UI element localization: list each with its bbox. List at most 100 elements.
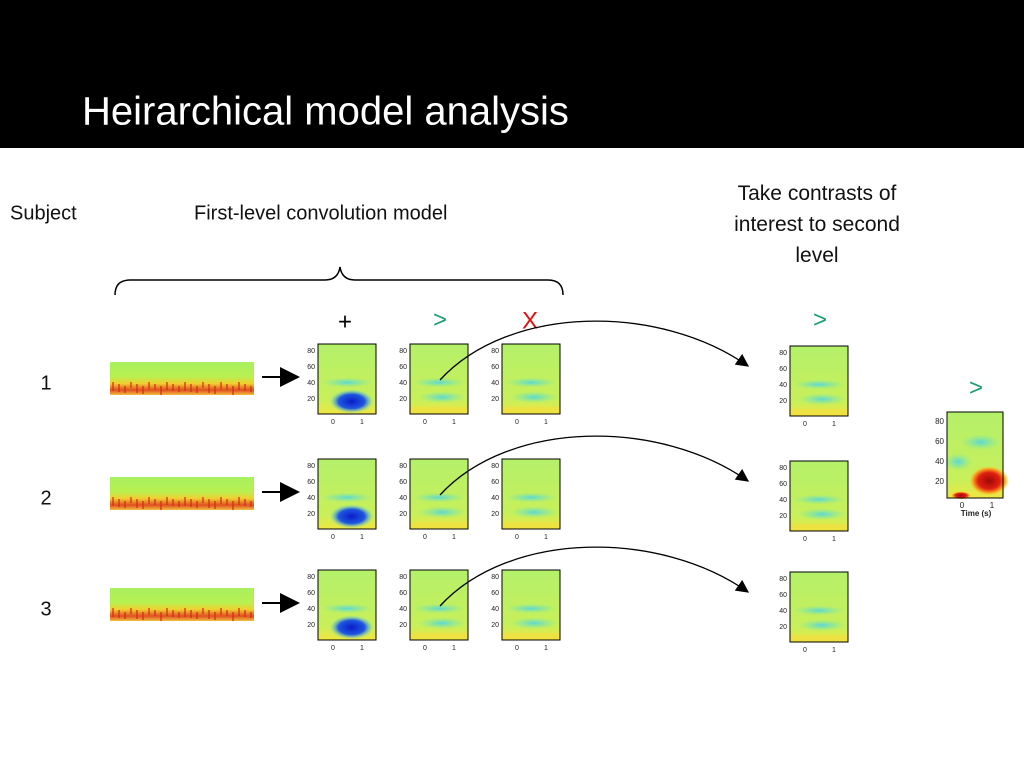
spectrogram-stripe (172, 499, 174, 506)
spectrogram-stripe (184, 382, 186, 391)
spectrogram-stripe (124, 501, 126, 508)
y-tick-label: 40 (399, 606, 407, 613)
y-tick-label: 40 (307, 380, 315, 387)
y-tick-label: 40 (307, 495, 315, 502)
spectrogram-stripe (142, 612, 144, 620)
y-tick-label: 60 (491, 590, 499, 597)
group-symbol: > (969, 374, 983, 401)
spectrogram (110, 588, 254, 621)
y-tick-label: 60 (399, 590, 407, 597)
y-tick-label: 20 (779, 398, 787, 405)
header-bar (0, 0, 1024, 148)
y-tick-label: 80 (307, 574, 315, 581)
y-tick-label: 20 (307, 622, 315, 629)
y-tick-label: 80 (491, 348, 499, 355)
y-tick-label: 20 (935, 477, 944, 486)
y-tick-label: 60 (779, 592, 787, 599)
heatmap-band (790, 409, 848, 416)
spectrogram-stripe (130, 382, 132, 388)
spectrogram-stripe (202, 382, 204, 388)
spectrogram-stripe (232, 386, 234, 395)
spectrogram-stripe (250, 612, 252, 618)
x-tick-label: 0 (803, 536, 807, 543)
x-tick-label: 1 (544, 645, 548, 652)
heatmap-band (509, 617, 559, 630)
y-tick-label: 60 (399, 479, 407, 486)
contrast-arrow (439, 320, 750, 381)
heatmap-band (792, 379, 846, 390)
y-tick-label: 20 (779, 624, 787, 631)
heatmap-band (504, 603, 558, 614)
x-tick-label: 0 (803, 421, 807, 428)
x-tick-label: 1 (360, 534, 364, 541)
row-label: 1 (40, 372, 51, 394)
greater-symbol: > (433, 306, 447, 333)
row-label: 2 (40, 487, 51, 509)
spectrogram-stripe (208, 610, 210, 619)
spectrogram-stripe (214, 386, 216, 394)
heatmap-frame (789, 460, 849, 532)
spectrogram-stripe (208, 499, 210, 508)
y-tick-label: 40 (307, 606, 315, 613)
spectrogram-stripe (226, 610, 228, 616)
spectrogram-stripe (142, 501, 144, 509)
spectrogram-stripe (220, 382, 222, 389)
spectrogram-stripe (196, 612, 198, 619)
heatmap-band (417, 391, 467, 404)
heatmap-band (320, 492, 374, 503)
x-tick-label: 0 (803, 647, 807, 654)
spectrogram-stripe (148, 497, 150, 504)
heatmap-band (410, 633, 468, 640)
heatmap-blob (969, 465, 1009, 496)
heatmap-band (320, 377, 374, 388)
spectrogram-stripe (118, 384, 120, 392)
y-tick-label: 20 (491, 511, 499, 518)
heatmap-band (410, 407, 468, 414)
y-tick-label: 20 (399, 622, 407, 629)
spectrogram-stripe (226, 499, 228, 505)
spectrogram-stripe (160, 612, 162, 621)
spectrogram-stripe (160, 501, 162, 510)
heatmap-frame (789, 571, 849, 643)
heatmap-blob (951, 491, 971, 500)
spectrogram-stripe (154, 499, 156, 505)
heatmap-blob (329, 504, 374, 529)
y-tick-label: 40 (779, 382, 787, 389)
x-tick-label: 1 (832, 421, 836, 428)
heatmap-band (412, 603, 466, 614)
y-tick-label: 40 (399, 380, 407, 387)
heatmap-band (417, 617, 467, 630)
heatmap-band (412, 492, 466, 503)
x-tick-label: 0 (515, 419, 519, 426)
x-tick-label: 0 (331, 534, 335, 541)
heatmap-frame (409, 569, 469, 641)
y-tick-label: 60 (307, 364, 315, 371)
subject-label: Subject (10, 202, 77, 224)
x-tick-label: 1 (452, 419, 456, 426)
y-tick-label: 40 (399, 495, 407, 502)
y-tick-label: 80 (491, 574, 499, 581)
spectrogram-stripe (166, 497, 168, 505)
x-tick-label: 0 (331, 645, 335, 652)
spectrogram-stripe (178, 612, 180, 618)
heatmap-band (417, 506, 467, 519)
heatmap-band (509, 391, 559, 404)
spectrogram-stripe (160, 386, 162, 395)
heatmap-band (502, 633, 560, 640)
y-tick-label: 40 (491, 495, 499, 502)
heatmap-frame (501, 569, 561, 641)
x-tick-label: 1 (832, 536, 836, 543)
spectrogram-stripe (214, 501, 216, 509)
heatmap-band (412, 377, 466, 388)
spectrogram-stripe (142, 386, 144, 394)
y-tick-label: 80 (779, 465, 787, 472)
spectrogram-stripe (124, 386, 126, 393)
heatmap-frame (317, 569, 377, 641)
spectrogram-stripe (220, 497, 222, 504)
plus-symbol: + (338, 308, 352, 335)
y-tick-label: 20 (491, 622, 499, 629)
spectrogram-stripe (196, 386, 198, 393)
y-tick-label: 60 (491, 364, 499, 371)
heatmap-band (410, 522, 468, 529)
spectrogram-stripe (148, 608, 150, 615)
